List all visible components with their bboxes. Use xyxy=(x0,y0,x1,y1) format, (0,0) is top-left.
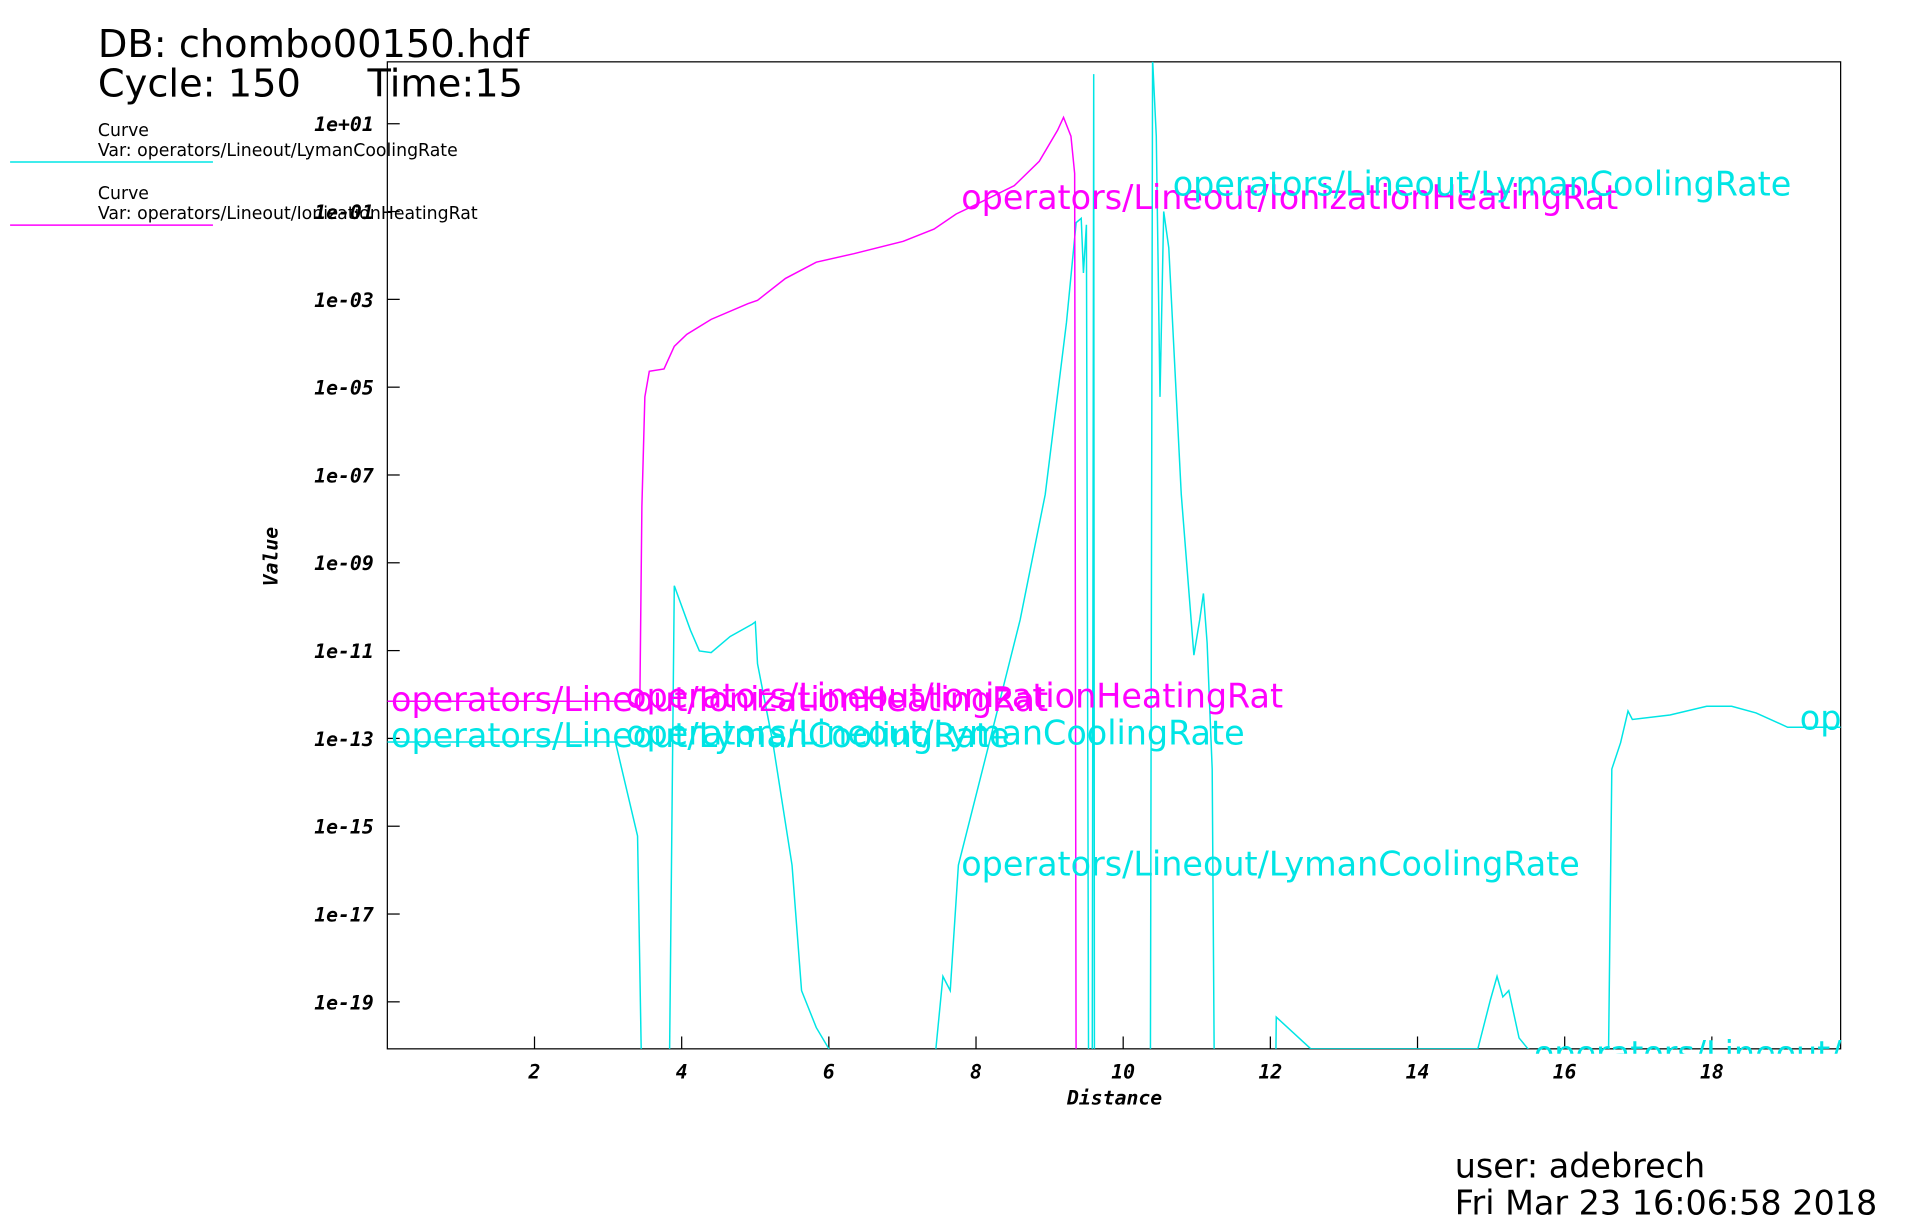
annotations: operators/Lineout/IonizationHeatingRatop… xyxy=(391,164,1920,1073)
y-axis-label: Value xyxy=(259,527,282,587)
x-tick-label: 14 xyxy=(1406,1061,1430,1084)
y-tick-label: 1e+01 xyxy=(314,113,374,136)
header-time: Time:15 xyxy=(367,61,523,106)
footer-user: user: adebrech xyxy=(1455,1146,1705,1185)
y-tick-label: 1e-17 xyxy=(314,903,374,926)
x-tick-label: 4 xyxy=(676,1061,688,1084)
plot-area xyxy=(387,61,1841,1049)
header-db: DB: chombo00150.hdf xyxy=(98,22,531,67)
curve xyxy=(387,61,1841,1049)
y-tick-label: 1e-09 xyxy=(314,552,374,575)
y-tick-label: 1e-13 xyxy=(314,728,374,751)
x-axis-label: Distance xyxy=(1066,1087,1162,1110)
curve-annotation: operators/Lineout/LymanCoolingRate xyxy=(1534,1034,1920,1073)
y-tick-label: 1e-19 xyxy=(314,991,374,1014)
legend-label: Curve xyxy=(98,184,149,204)
legend-name: Var: operators/Lineout/LymanCoolingRate xyxy=(98,141,458,161)
legend-label: Curve xyxy=(98,121,149,141)
x-tick-label: 10 xyxy=(1111,1061,1135,1084)
x-tick-label: 2 xyxy=(528,1061,541,1084)
curve-annotation: operators/Lineout/IonizationHeatingRat xyxy=(961,178,1618,217)
curve-annotation: operators/Lineout/LymanCoolingRate xyxy=(1173,164,1792,203)
curve-annotation: operators/Lineout/LymanCoolingRate xyxy=(626,714,1245,753)
x-tick-label: 12 xyxy=(1258,1061,1282,1084)
curve-annotation: operators/Lineout/LymanCoolingRate xyxy=(1800,699,1920,738)
legend-name: Var: operators/Lineout/IonizationHeating… xyxy=(98,204,478,224)
y-tick-label: 1e-01 xyxy=(314,201,374,224)
y-tick-label: 1e-11 xyxy=(314,640,374,663)
plot-frame xyxy=(386,61,1842,1050)
y-tick-label: 1e-05 xyxy=(314,377,374,400)
y-tick-label: 1e-03 xyxy=(314,289,374,312)
x-tick-label: 6 xyxy=(823,1061,835,1084)
footer-date: Fri Mar 23 16:06:58 2018 xyxy=(1455,1184,1877,1222)
x-tick-label: 8 xyxy=(970,1061,982,1084)
curve-annotation: operators/Lineout/LymanCoolingRate xyxy=(391,716,1010,755)
curve-annotation: operators/Lineout/LymanCoolingRate xyxy=(961,845,1580,884)
curve-annotation: operators/Lineout/IonizationHeatingRat xyxy=(626,676,1283,715)
y-tick-label: 1e-07 xyxy=(314,464,374,487)
x-tick-label: 18 xyxy=(1700,1061,1724,1084)
curve-annotation: operators/Lineout/IonizationHeatingRat xyxy=(391,680,1048,719)
header-cycle: Cycle: 150 xyxy=(98,61,301,106)
y-tick-label: 1e-15 xyxy=(314,816,374,839)
curve xyxy=(387,115,1077,1049)
x-tick-label: 16 xyxy=(1553,1061,1577,1084)
